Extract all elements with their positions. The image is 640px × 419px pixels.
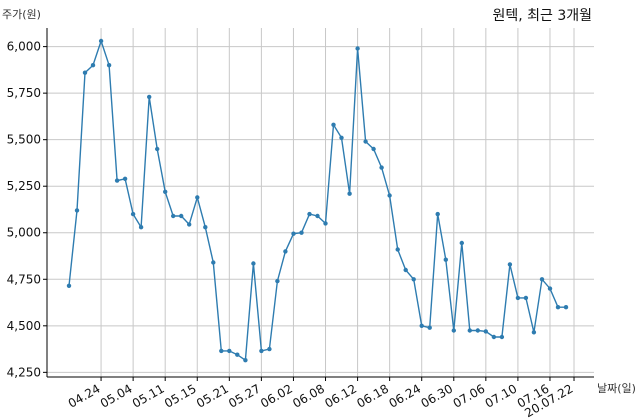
data-point bbox=[515, 295, 521, 301]
y-tick-label: 4,500 bbox=[7, 319, 41, 333]
data-point bbox=[347, 191, 352, 196]
data-point bbox=[187, 222, 192, 227]
data-point bbox=[219, 348, 224, 354]
data-point bbox=[395, 247, 400, 252]
x-tick-label: 05.11 bbox=[130, 381, 167, 410]
data-point bbox=[387, 193, 392, 198]
x-tick-label: 05.21 bbox=[194, 381, 231, 410]
data-point bbox=[435, 211, 440, 217]
y-tick-label: 5,250 bbox=[7, 179, 41, 193]
data-point bbox=[547, 286, 553, 291]
data-point bbox=[66, 283, 72, 288]
data-point bbox=[371, 146, 376, 152]
data-point bbox=[82, 70, 88, 75]
x-tick-label: 05.04 bbox=[98, 381, 135, 410]
data-point bbox=[363, 139, 368, 144]
x-axis-title: 날짜(일) bbox=[597, 381, 636, 395]
data-point bbox=[483, 329, 488, 334]
data-point bbox=[211, 260, 216, 265]
data-point bbox=[106, 62, 112, 68]
x-tick-label: 05.15 bbox=[162, 381, 199, 410]
data-point bbox=[155, 146, 160, 152]
x-tick-label: 06.12 bbox=[322, 381, 359, 410]
price-series bbox=[66, 38, 569, 363]
data-point bbox=[283, 249, 288, 254]
data-point bbox=[427, 325, 432, 330]
data-point bbox=[563, 305, 569, 310]
data-point bbox=[419, 323, 424, 328]
data-point bbox=[138, 225, 144, 230]
x-tick-label: 07.06 bbox=[451, 381, 488, 410]
data-point bbox=[523, 295, 529, 301]
x-axis-ticks: 04.2405.0405.1105.1505.2105.2706.0206.08… bbox=[66, 377, 576, 419]
chart-title: 원텍, 최근 3개월 bbox=[492, 8, 592, 24]
data-point bbox=[299, 230, 304, 235]
axes bbox=[46, 28, 594, 378]
data-point bbox=[235, 352, 240, 357]
x-tick-label: 04.24 bbox=[66, 381, 103, 410]
data-point bbox=[147, 94, 152, 100]
data-point bbox=[90, 62, 96, 68]
x-tick-label: 06.08 bbox=[290, 381, 327, 410]
y-tick-label: 5,750 bbox=[7, 86, 41, 100]
data-point bbox=[507, 262, 513, 267]
x-tick-label: 05.27 bbox=[226, 381, 263, 410]
data-point bbox=[411, 277, 416, 282]
data-point bbox=[307, 211, 312, 217]
data-point bbox=[291, 231, 296, 236]
data-point bbox=[499, 334, 505, 340]
data-point bbox=[459, 240, 464, 246]
x-tick-label: 06.02 bbox=[258, 381, 295, 410]
data-point bbox=[203, 225, 208, 230]
data-point bbox=[331, 122, 336, 128]
data-point bbox=[251, 261, 256, 266]
y-tick-label: 5,500 bbox=[7, 133, 41, 147]
data-point bbox=[451, 328, 456, 333]
data-point bbox=[403, 267, 408, 273]
x-tick-label: 06.18 bbox=[354, 381, 391, 410]
data-point bbox=[163, 189, 168, 194]
data-point bbox=[171, 213, 176, 219]
data-point bbox=[74, 208, 80, 213]
data-point bbox=[195, 195, 200, 200]
data-point bbox=[467, 328, 472, 333]
data-point bbox=[491, 334, 497, 340]
x-tick-label: 06.24 bbox=[386, 381, 423, 410]
y-tick-label: 5,000 bbox=[7, 226, 41, 240]
y-tick-label: 4,250 bbox=[7, 365, 41, 379]
data-point bbox=[339, 135, 344, 140]
data-point bbox=[259, 348, 264, 354]
data-point bbox=[114, 178, 120, 183]
data-point bbox=[98, 38, 104, 44]
data-point bbox=[539, 277, 545, 282]
y-axis-title: 주가(원) bbox=[2, 8, 41, 21]
y-axis-ticks: 4,250 4,500 4,750 5,000 5,250 5,500 5,750 6,000 bbox=[7, 40, 47, 379]
data-point bbox=[531, 330, 537, 335]
data-point bbox=[555, 305, 561, 310]
grid-lines bbox=[47, 28, 594, 377]
y-tick-label: 6,000 bbox=[7, 40, 41, 54]
data-point bbox=[443, 257, 448, 262]
series-line bbox=[68, 38, 566, 362]
data-point bbox=[315, 213, 320, 219]
data-point bbox=[355, 46, 360, 51]
data-point bbox=[122, 176, 128, 181]
y-tick-label: 4,750 bbox=[7, 272, 41, 286]
data-point bbox=[275, 278, 280, 284]
data-point bbox=[227, 348, 232, 354]
data-point bbox=[243, 358, 248, 363]
data-point bbox=[267, 346, 272, 352]
x-tick-label: 07.10 bbox=[483, 381, 520, 410]
data-point bbox=[179, 213, 184, 219]
data-point bbox=[130, 211, 136, 217]
data-point bbox=[379, 165, 384, 170]
data-point bbox=[475, 328, 480, 333]
x-tick-label: 06.30 bbox=[419, 381, 456, 410]
data-point bbox=[323, 221, 328, 226]
